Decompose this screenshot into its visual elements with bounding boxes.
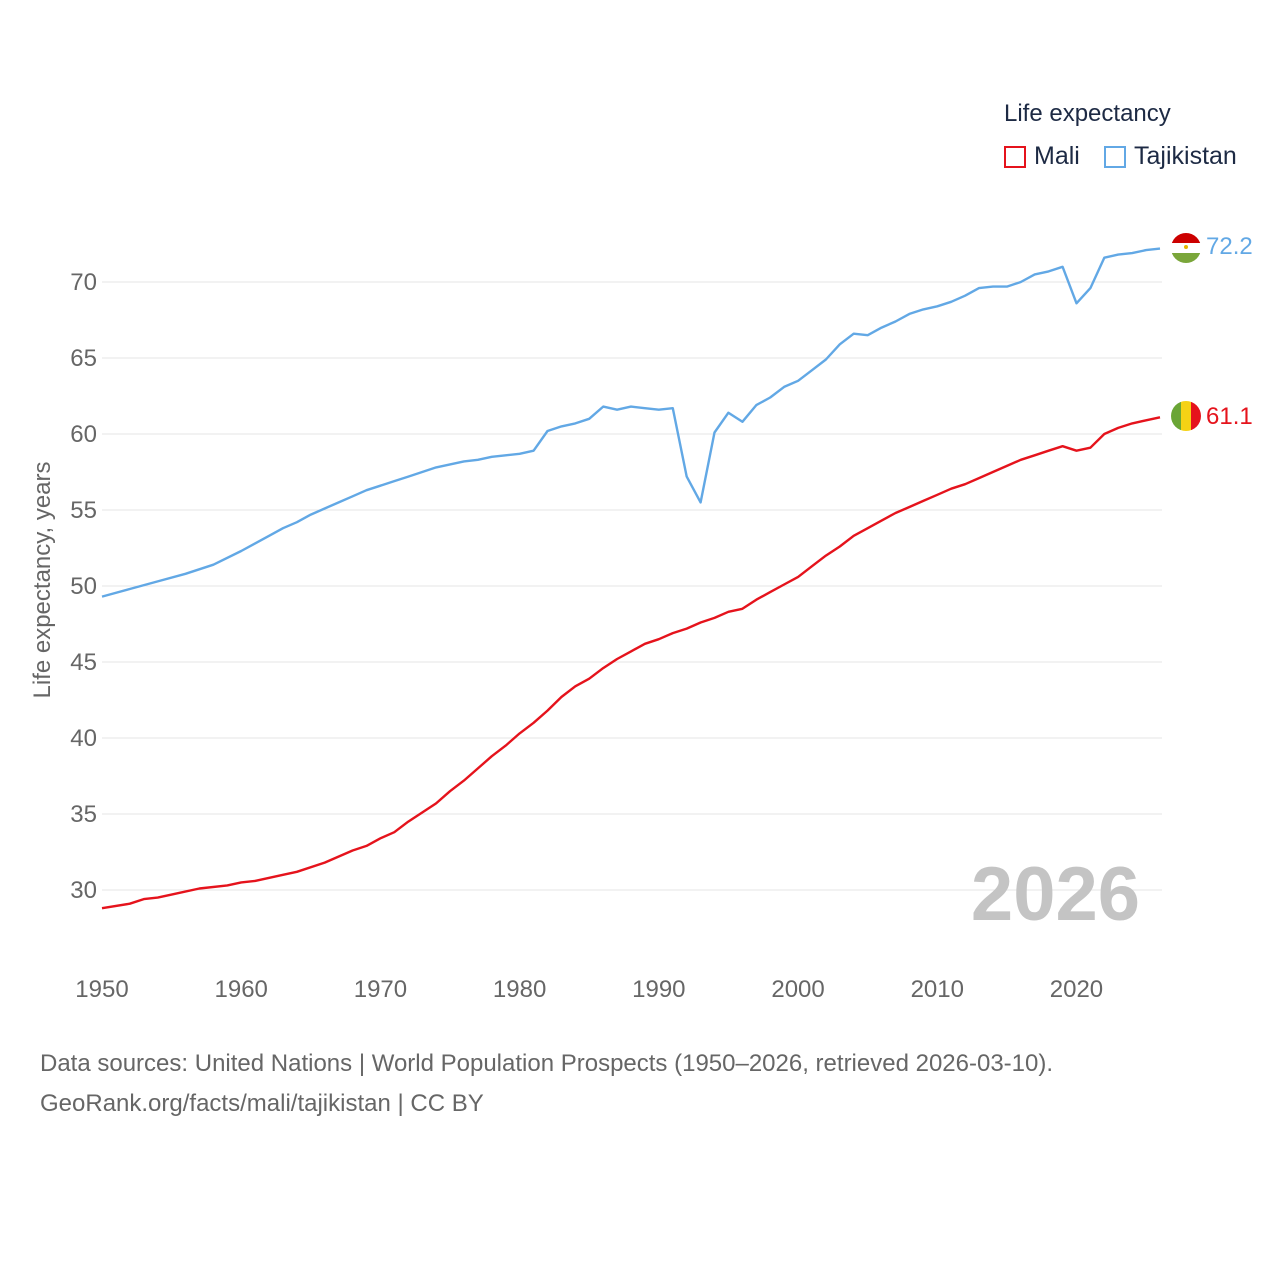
- legend-swatch-tajikistan: [1104, 145, 1126, 168]
- year-watermark: 2026: [971, 852, 1140, 937]
- y-tick-label: 30: [70, 877, 97, 904]
- mali-flag-icon: [1171, 401, 1201, 431]
- y-tick-label: 40: [70, 725, 97, 752]
- series-lines: [101, 247, 1161, 910]
- tajikistan-end-label: 72.2: [1206, 233, 1253, 260]
- x-tick-label: 2010: [911, 976, 964, 1003]
- legend-swatch-mali: [1004, 145, 1026, 168]
- legend-item-tajikistan[interactable]: Tajikistan: [1104, 142, 1237, 171]
- y-axis-ticks: 30 35 40 45 50 55 60 65 70: [70, 269, 97, 904]
- x-tick-label: 1950: [75, 976, 128, 1003]
- x-tick-label: 2000: [771, 976, 824, 1003]
- tajikistan-flag-icon: [1171, 233, 1201, 263]
- x-tick-label: 1960: [215, 976, 268, 1003]
- legend-label-mali: Mali: [1034, 142, 1080, 170]
- y-axis-label: Life expectancy, years: [29, 461, 56, 698]
- x-tick-label: 2020: [1050, 976, 1103, 1003]
- y-tick-label: 65: [70, 345, 97, 372]
- gridlines: [102, 281, 1162, 891]
- y-tick-label: 55: [70, 497, 97, 524]
- legend-label-tajikistan: Tajikistan: [1134, 142, 1237, 170]
- y-tick-label: 70: [70, 269, 97, 296]
- mali-end-label: 61.1: [1206, 403, 1253, 430]
- x-tick-label: 1980: [493, 976, 546, 1003]
- license-link[interactable]: GeoRank.org/facts/mali/tajikistan | CC B…: [40, 1090, 484, 1117]
- y-tick-label: 50: [70, 573, 97, 600]
- series-line-mali: [101, 416, 1161, 910]
- x-tick-label: 1970: [354, 976, 407, 1003]
- x-axis-ticks: 1950 1960 1970 1980 1990 2000 2010 2020: [75, 976, 1103, 1003]
- sources-text: Data sources: United Nations | World Pop…: [40, 1050, 1054, 1077]
- legend-item-mali[interactable]: Mali: [1004, 142, 1080, 171]
- data-sources: Data sources: United Nations | World Pop…: [40, 1044, 1053, 1124]
- x-tick-label: 1990: [632, 976, 685, 1003]
- y-tick-label: 60: [70, 421, 97, 448]
- y-tick-label: 35: [70, 801, 97, 828]
- series-line-tajikistan: [101, 247, 1161, 598]
- legend-title: Life expectancy: [1004, 100, 1171, 127]
- y-tick-label: 45: [70, 649, 97, 676]
